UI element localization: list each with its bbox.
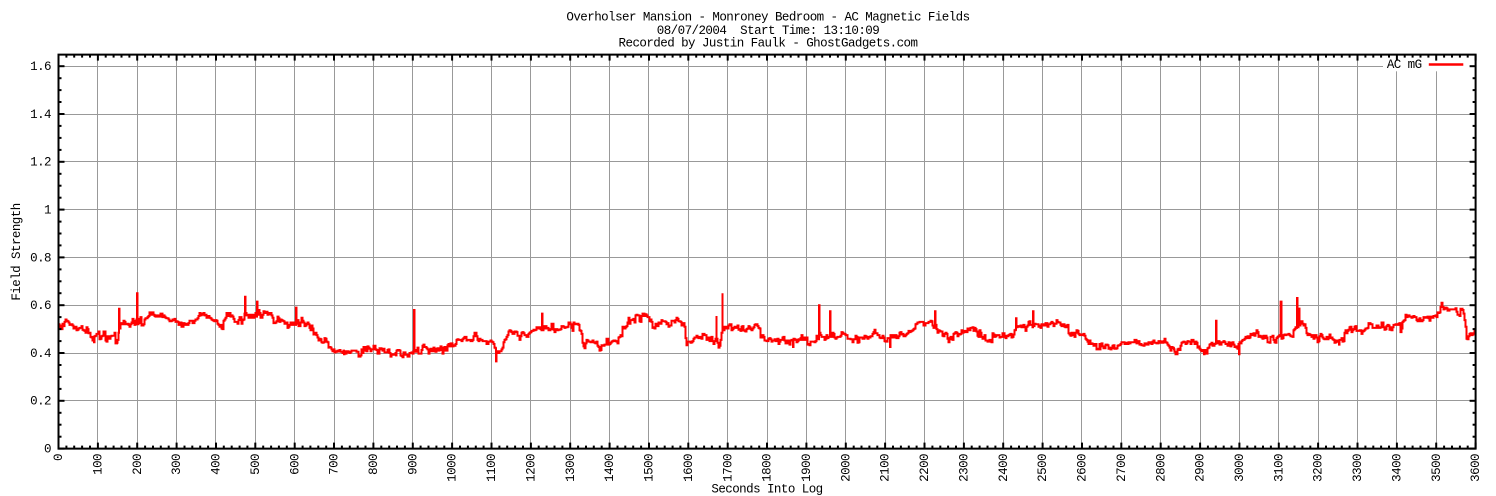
svg-text:1: 1 bbox=[44, 204, 51, 218]
svg-text:500: 500 bbox=[249, 454, 263, 475]
svg-text:2800: 2800 bbox=[1154, 454, 1168, 482]
svg-text:3100: 3100 bbox=[1272, 454, 1286, 482]
svg-text:3000: 3000 bbox=[1233, 454, 1247, 482]
svg-text:2500: 2500 bbox=[1036, 454, 1050, 482]
svg-text:800: 800 bbox=[367, 454, 381, 475]
svg-text:200: 200 bbox=[131, 454, 145, 475]
svg-text:2700: 2700 bbox=[1115, 454, 1129, 482]
svg-text:1500: 1500 bbox=[643, 454, 657, 482]
svg-text:2200: 2200 bbox=[918, 454, 932, 482]
svg-text:1900: 1900 bbox=[800, 454, 814, 482]
svg-text:08/07/2004 Start Time: 13:10:: 08/07/2004 Start Time: 13:10:09 bbox=[657, 24, 879, 38]
svg-text:1.4: 1.4 bbox=[30, 108, 51, 122]
svg-text:Overholser Mansion - Monroney: Overholser Mansion - Monroney Bedroom - … bbox=[566, 11, 969, 25]
svg-text:2400: 2400 bbox=[997, 454, 1011, 482]
svg-text:1400: 1400 bbox=[603, 454, 617, 482]
svg-text:3600: 3600 bbox=[1469, 454, 1483, 482]
svg-text:0.2: 0.2 bbox=[30, 395, 51, 409]
svg-text:3200: 3200 bbox=[1312, 454, 1326, 482]
svg-text:1.2: 1.2 bbox=[30, 156, 51, 170]
svg-text:600: 600 bbox=[288, 454, 302, 475]
svg-text:1700: 1700 bbox=[721, 454, 735, 482]
svg-text:3400: 3400 bbox=[1391, 454, 1405, 482]
svg-text:Seconds Into Log: Seconds Into Log bbox=[711, 483, 822, 496]
svg-text:1800: 1800 bbox=[761, 454, 775, 482]
svg-text:1200: 1200 bbox=[525, 454, 539, 482]
svg-text:0: 0 bbox=[52, 454, 66, 461]
svg-text:AC mG: AC mG bbox=[1387, 58, 1422, 72]
svg-text:1000: 1000 bbox=[446, 454, 460, 482]
svg-text:1600: 1600 bbox=[682, 454, 696, 482]
svg-text:2600: 2600 bbox=[1076, 454, 1090, 482]
svg-text:1.6: 1.6 bbox=[30, 60, 51, 74]
svg-text:0: 0 bbox=[44, 443, 51, 457]
svg-text:3300: 3300 bbox=[1351, 454, 1365, 482]
svg-text:2000: 2000 bbox=[839, 454, 853, 482]
svg-text:Field Strength: Field Strength bbox=[10, 203, 24, 300]
svg-text:0.8: 0.8 bbox=[30, 251, 51, 265]
svg-text:700: 700 bbox=[328, 454, 342, 475]
svg-text:900: 900 bbox=[406, 454, 420, 475]
svg-text:2300: 2300 bbox=[958, 454, 972, 482]
svg-text:400: 400 bbox=[210, 454, 224, 475]
svg-text:0.6: 0.6 bbox=[30, 299, 51, 313]
svg-text:3500: 3500 bbox=[1430, 454, 1444, 482]
svg-text:2900: 2900 bbox=[1194, 454, 1208, 482]
svg-text:1300: 1300 bbox=[564, 454, 578, 482]
svg-text:Recorded by Justin Faulk - Gho: Recorded by Justin Faulk - GhostGadgets.… bbox=[619, 37, 918, 51]
svg-text:100: 100 bbox=[92, 454, 106, 475]
svg-text:300: 300 bbox=[170, 454, 184, 475]
svg-text:2100: 2100 bbox=[879, 454, 893, 482]
svg-text:0.4: 0.4 bbox=[30, 347, 51, 361]
svg-text:1100: 1100 bbox=[485, 454, 499, 482]
